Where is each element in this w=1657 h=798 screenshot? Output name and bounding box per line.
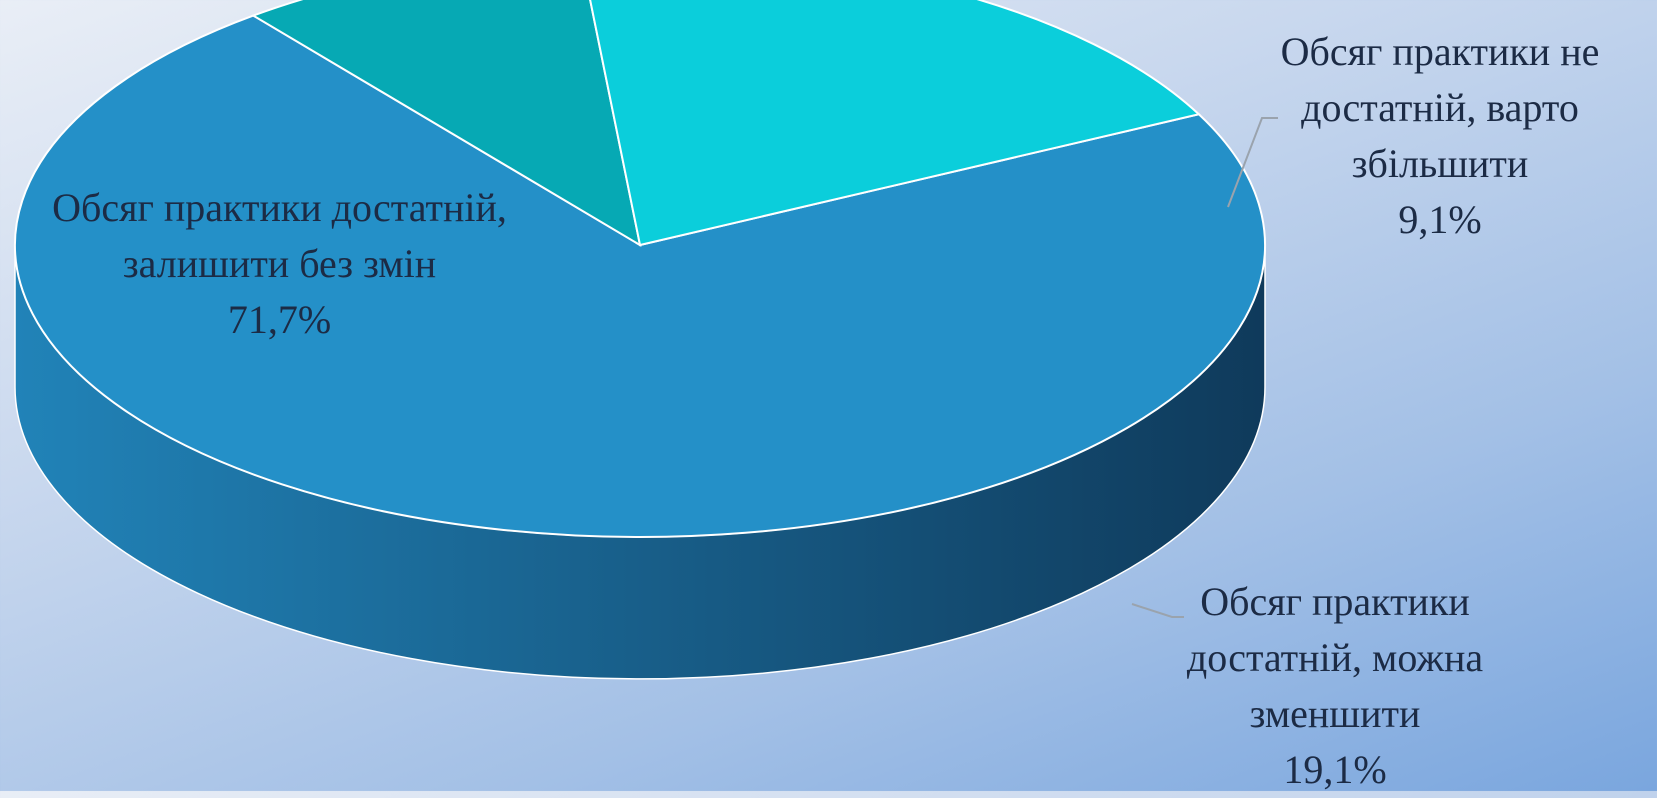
- slice-keep: [14, 14, 1267, 538]
- slice-decrease: [589, 0, 1201, 247]
- slice-label-decrease-value: 19,1%: [1283, 747, 1387, 792]
- slice-label-increase: Обсяг практики не достатній, варто збіль…: [1235, 24, 1645, 248]
- slice-increase: [250, 0, 642, 248]
- leader-line-increase: [1227, 117, 1278, 208]
- slice-label-decrease: Обсяг практики достатній, можна зменшити…: [1140, 574, 1530, 798]
- slice-label-increase-value: 9,1%: [1398, 197, 1482, 242]
- slice-label-decrease-name: Обсяг практики достатній, можна зменшити: [1186, 579, 1484, 736]
- slice-label-increase-name: Обсяг практики не достатній, варто збіль…: [1280, 29, 1600, 186]
- leader-line-decrease: [1131, 603, 1184, 618]
- slice-label-keep-value: 71,7%: [227, 297, 332, 342]
- slice-label-keep: Обсяг практики достатній, залишити без з…: [52, 180, 507, 348]
- slice-label-keep-name: Обсяг практики достатній, залишити без з…: [52, 185, 507, 286]
